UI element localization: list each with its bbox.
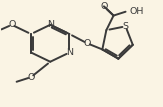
- Text: N: N: [47, 20, 54, 29]
- Text: O: O: [8, 20, 15, 29]
- Text: O: O: [83, 39, 91, 48]
- Text: O: O: [27, 73, 35, 82]
- Text: O: O: [100, 2, 108, 11]
- Text: S: S: [123, 22, 129, 31]
- Text: N: N: [66, 48, 73, 57]
- Text: OH: OH: [130, 7, 144, 16]
